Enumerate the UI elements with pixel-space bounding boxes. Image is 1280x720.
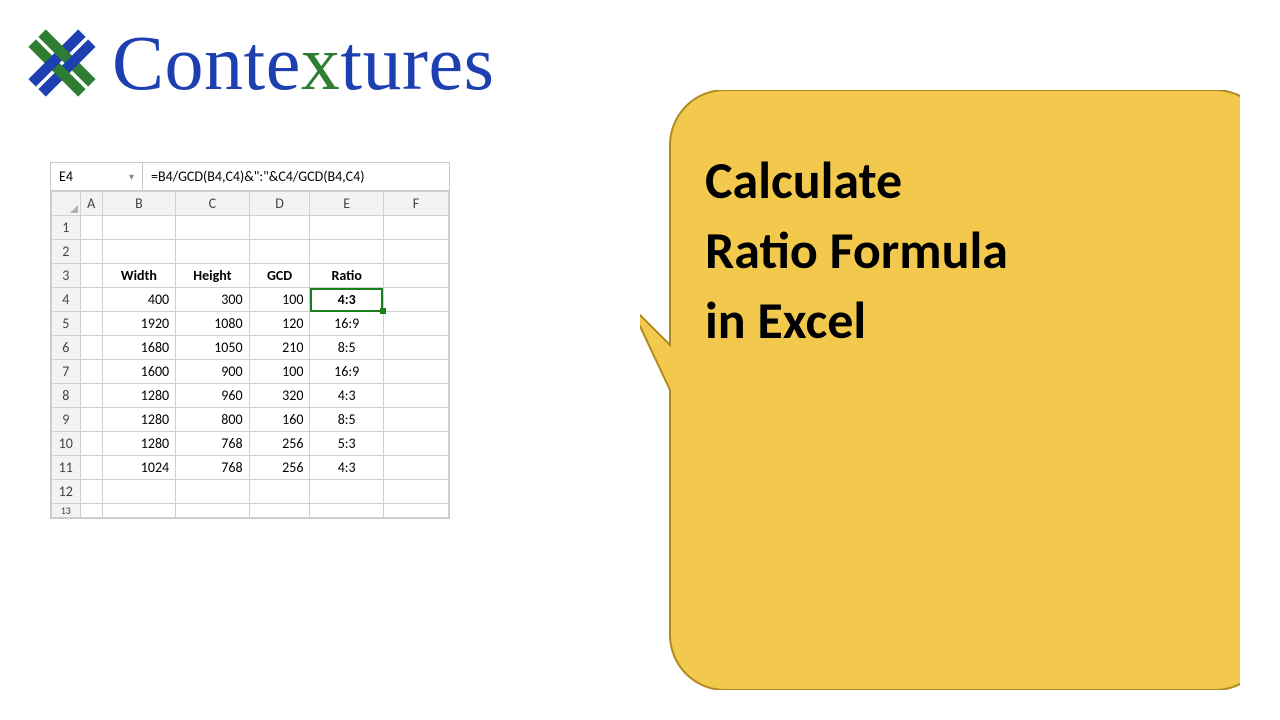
cell-c6[interactable]: 1050 [176, 336, 249, 360]
col-header-c[interactable]: C [176, 192, 249, 216]
cell-e10[interactable]: 5:3 [310, 432, 383, 456]
row-header-8[interactable]: 8 [52, 384, 81, 408]
hdr-width[interactable]: Width [102, 264, 175, 288]
cell-b7[interactable]: 1600 [102, 360, 175, 384]
row-7: 7 1600 900 100 16:9 [52, 360, 449, 384]
row-header-9[interactable]: 9 [52, 408, 81, 432]
brand-name-x: x [301, 19, 341, 106]
cell-e11[interactable]: 4:3 [310, 456, 383, 480]
row-header-12[interactable]: 12 [52, 480, 81, 504]
cell-b11[interactable]: 1024 [102, 456, 175, 480]
row-header-3[interactable]: 3 [52, 264, 81, 288]
hdr-height[interactable]: Height [176, 264, 249, 288]
row-header-13[interactable]: 13 [52, 504, 81, 518]
hdr-ratio[interactable]: Ratio [310, 264, 383, 288]
cell-c5[interactable]: 1080 [176, 312, 249, 336]
bubble-title: Calculate Ratio Formula in Excel [705, 145, 1008, 356]
cell-c4[interactable]: 300 [176, 288, 249, 312]
cell-c8[interactable]: 960 [176, 384, 249, 408]
hdr-gcd[interactable]: GCD [249, 264, 310, 288]
row-header-5[interactable]: 5 [52, 312, 81, 336]
column-header-row: A B C D E F [52, 192, 449, 216]
row-4: 4 400 300 100 4:3 [52, 288, 449, 312]
row-header-1[interactable]: 1 [52, 216, 81, 240]
cell-b6[interactable]: 1680 [102, 336, 175, 360]
cell-e4[interactable]: 4:3 [310, 288, 383, 312]
bubble-line-1: Calculate [705, 148, 902, 212]
col-header-b[interactable]: B [102, 192, 175, 216]
brand-name: Contextures [112, 18, 494, 108]
cell-e9[interactable]: 8:5 [310, 408, 383, 432]
cell-b4[interactable]: 400 [102, 288, 175, 312]
speech-bubble: Calculate Ratio Formula in Excel [640, 90, 1240, 690]
row-13-partial: 13 [52, 504, 449, 518]
name-box[interactable]: E4 ▾ [51, 163, 143, 190]
select-all-corner[interactable] [52, 192, 81, 216]
row-header-6[interactable]: 6 [52, 336, 81, 360]
row-header-10[interactable]: 10 [52, 432, 81, 456]
col-header-e[interactable]: E [310, 192, 383, 216]
cell-d6[interactable]: 210 [249, 336, 310, 360]
brand-name-pre: Conte [112, 19, 301, 106]
formula-text: =B4/GCD(B4,C4)&":"&C4/GCD(B4,C4) [151, 168, 364, 185]
brand-logo: Contextures [18, 18, 494, 108]
row-2: 2 [52, 240, 449, 264]
cell-d8[interactable]: 320 [249, 384, 310, 408]
row-5: 5 1920 1080 120 16:9 [52, 312, 449, 336]
formula-bar: E4 ▾ =B4/GCD(B4,C4)&":"&C4/GCD(B4,C4) [51, 163, 449, 191]
cell-e7[interactable]: 16:9 [310, 360, 383, 384]
cell-c7[interactable]: 900 [176, 360, 249, 384]
cell-c9[interactable]: 800 [176, 408, 249, 432]
name-box-value: E4 [59, 168, 73, 185]
cell-b5[interactable]: 1920 [102, 312, 175, 336]
cell-d9[interactable]: 160 [249, 408, 310, 432]
row-1: 1 [52, 216, 449, 240]
excel-screenshot: E4 ▾ =B4/GCD(B4,C4)&":"&C4/GCD(B4,C4) A … [50, 162, 450, 519]
row-header-2[interactable]: 2 [52, 240, 81, 264]
cell-b9[interactable]: 1280 [102, 408, 175, 432]
row-header-4[interactable]: 4 [52, 288, 81, 312]
col-header-a[interactable]: A [80, 192, 102, 216]
spreadsheet-grid: A B C D E F 1 2 3 Width Height GCD Ratio [51, 191, 449, 518]
cell-d4[interactable]: 100 [249, 288, 310, 312]
row-3: 3 Width Height GCD Ratio [52, 264, 449, 288]
row-11: 11 1024 768 256 4:3 [52, 456, 449, 480]
row-6: 6 1680 1050 210 8:5 [52, 336, 449, 360]
row-10: 10 1280 768 256 5:3 [52, 432, 449, 456]
row-8: 8 1280 960 320 4:3 [52, 384, 449, 408]
col-header-d[interactable]: D [249, 192, 310, 216]
cell-e5[interactable]: 16:9 [310, 312, 383, 336]
cell-d5[interactable]: 120 [249, 312, 310, 336]
cell-d11[interactable]: 256 [249, 456, 310, 480]
cell-d10[interactable]: 256 [249, 432, 310, 456]
row-12: 12 [52, 480, 449, 504]
bubble-line-2: Ratio Formula [705, 218, 1008, 282]
cell-b10[interactable]: 1280 [102, 432, 175, 456]
bubble-line-3: in Excel [705, 288, 866, 352]
cell-e6[interactable]: 8:5 [310, 336, 383, 360]
row-header-11[interactable]: 11 [52, 456, 81, 480]
weave-icon [18, 19, 106, 107]
cell-c10[interactable]: 768 [176, 432, 249, 456]
row-header-7[interactable]: 7 [52, 360, 81, 384]
row-9: 9 1280 800 160 8:5 [52, 408, 449, 432]
brand-name-post: tures [340, 19, 494, 106]
cell-e8[interactable]: 4:3 [310, 384, 383, 408]
chevron-down-icon: ▾ [129, 170, 134, 183]
formula-input[interactable]: =B4/GCD(B4,C4)&":"&C4/GCD(B4,C4) [143, 163, 449, 190]
cell-d7[interactable]: 100 [249, 360, 310, 384]
col-header-f[interactable]: F [383, 192, 448, 216]
cell-c11[interactable]: 768 [176, 456, 249, 480]
cell-b8[interactable]: 1280 [102, 384, 175, 408]
